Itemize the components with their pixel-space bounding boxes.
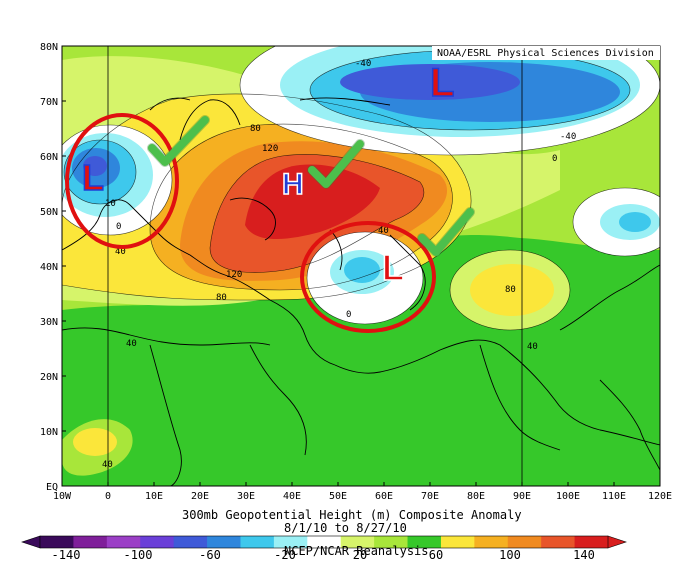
contour-label: 40 (102, 460, 113, 470)
contour-label: 40 (527, 342, 538, 352)
colorbar-swatch (574, 536, 609, 548)
colorbar-label: -140 (52, 548, 81, 562)
colorbar-label: 60 (429, 548, 443, 562)
longitude-label: 20E (191, 491, 209, 502)
colorbar-swatch (440, 536, 475, 548)
low-west-circle (65, 113, 179, 249)
map-field: -40 -40 0 80 120 10 0 40 120 80 40 0 80 … (62, 46, 660, 486)
contour-label: 40 (378, 226, 389, 236)
low-marker-west: L (82, 157, 104, 198)
longitude-label: 10W (53, 491, 72, 502)
colorbar-labels: -140 -100 -60 -20 20 60 100 140 (52, 548, 595, 562)
colorbar-swatch (40, 536, 74, 548)
contour-label: 80 (216, 293, 227, 303)
low-marker-arctic: L (430, 61, 454, 105)
colorbar (21, 535, 627, 549)
latitude-label: EQ (46, 482, 58, 493)
colorbar-swatch (474, 536, 509, 548)
contour-label: 40 (115, 247, 126, 257)
colorbar-swatch (307, 536, 342, 548)
latitude-label: 20N (40, 372, 58, 383)
check-icon (308, 140, 364, 188)
colorbar-label: -100 (124, 548, 153, 562)
latitude-label: 30N (40, 317, 58, 328)
check-icon (418, 208, 474, 256)
contour-label: 120 (262, 144, 278, 154)
low-marker-central: L (382, 247, 404, 288)
colorbar-swatch (374, 536, 409, 548)
colorbar-swatch (73, 536, 108, 548)
latitude-label: 40N (40, 262, 58, 273)
contour-label: 80 (505, 285, 516, 295)
colorbar-swatch (140, 536, 175, 548)
colorbar-swatch (340, 536, 375, 548)
credit-text: NOAA/ESRL Physical Sciences Division (437, 48, 654, 59)
colorbar-label: 20 (353, 548, 367, 562)
longitude-label: 110E (602, 491, 626, 502)
contour-label: 80 (250, 124, 261, 134)
latitude-label: 10N (40, 427, 58, 438)
colorbar-label: 100 (499, 548, 521, 562)
contour-label: 120 (226, 270, 242, 280)
colorbar-swatch (507, 536, 542, 548)
colorbar-arrow-left (21, 535, 41, 549)
low-central-circle (300, 221, 436, 333)
colorbar-swatch (173, 536, 208, 548)
longitude-label: 100E (556, 491, 580, 502)
contour-label: 0 (116, 222, 121, 232)
longitude-label: 60E (375, 491, 393, 502)
colorbar-swatch (541, 536, 576, 548)
latitude-label: 60N (40, 152, 58, 163)
contour-label: 0 (552, 154, 557, 164)
latitude-label: 50N (40, 207, 58, 218)
caption-title: 300mb Geopotential Height (m) Composite … (182, 508, 522, 522)
longitude-label: 10E (145, 491, 163, 502)
colorbar-arrow-right (607, 535, 627, 549)
colorbar-frame (39, 535, 609, 549)
colorbar-label: -20 (274, 548, 296, 562)
contour-label: -40 (560, 132, 576, 142)
contour-label: 40 (126, 339, 137, 349)
colorbar-swatch (407, 536, 442, 548)
check-icon (148, 116, 209, 166)
colorbar-swatch (273, 536, 308, 548)
latitude-label: 80N (40, 42, 58, 53)
longitude-label: 120E (648, 491, 672, 502)
longitude-label: 50E (329, 491, 347, 502)
longitude-label: 90E (513, 491, 531, 502)
caption-source: NCEP/NCAR Reanalysis (284, 544, 429, 558)
contour-label: 10 (105, 199, 116, 209)
longitude-label: 30E (237, 491, 255, 502)
contour-label: -40 (355, 59, 371, 69)
colorbar-swatch (240, 536, 275, 548)
longitude-label: 40E (283, 491, 301, 502)
longitude-label: 80E (467, 491, 485, 502)
colorbar-label: -60 (199, 548, 221, 562)
latitude-label: 70N (40, 97, 58, 108)
colorbar-label: 140 (573, 548, 595, 562)
latitude-axis: 80N 70N 60N 50N 40N 30N 20N 10N EQ (40, 42, 66, 493)
caption-dates: 8/1/10 to 8/27/10 (284, 521, 407, 535)
colorbar-swatch (106, 536, 141, 548)
high-marker: H (282, 168, 304, 201)
contour-label: 0 (346, 310, 351, 320)
longitude-axis: 10W 0 10E 20E 30E 40E 50E 60E 70E 80E 90E 100E 110E 1… (53, 482, 672, 502)
longitude-label: 70E (421, 491, 439, 502)
colorbar-swatch (207, 536, 241, 548)
longitude-label: 0 (105, 491, 111, 502)
